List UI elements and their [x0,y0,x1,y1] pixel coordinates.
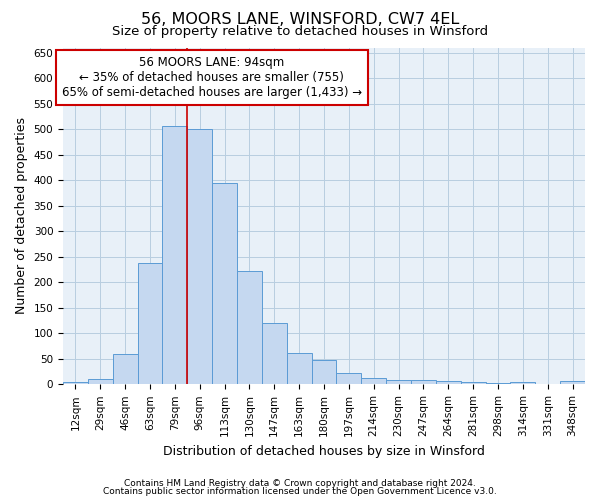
Bar [361,378,386,384]
Bar [560,382,585,384]
Bar [137,264,163,384]
Bar [386,380,411,384]
Bar [113,354,137,384]
Bar [337,373,361,384]
Text: 56 MOORS LANE: 94sqm
← 35% of detached houses are smaller (755)
65% of semi-deta: 56 MOORS LANE: 94sqm ← 35% of detached h… [62,56,362,99]
Text: Contains public sector information licensed under the Open Government Licence v3: Contains public sector information licen… [103,487,497,496]
Bar [163,126,187,384]
Bar [237,271,262,384]
Bar [88,379,113,384]
Bar [436,380,461,384]
Bar [461,382,485,384]
Bar [63,382,88,384]
Bar [411,380,436,384]
Bar [311,360,337,384]
Text: Contains HM Land Registry data © Crown copyright and database right 2024.: Contains HM Land Registry data © Crown c… [124,478,476,488]
Bar [511,382,535,384]
Text: Size of property relative to detached houses in Winsford: Size of property relative to detached ho… [112,25,488,38]
Bar [262,323,287,384]
X-axis label: Distribution of detached houses by size in Winsford: Distribution of detached houses by size … [163,444,485,458]
Bar [287,352,311,384]
Y-axis label: Number of detached properties: Number of detached properties [15,118,28,314]
Text: 56, MOORS LANE, WINSFORD, CW7 4EL: 56, MOORS LANE, WINSFORD, CW7 4EL [141,12,459,28]
Bar [212,182,237,384]
Bar [187,129,212,384]
